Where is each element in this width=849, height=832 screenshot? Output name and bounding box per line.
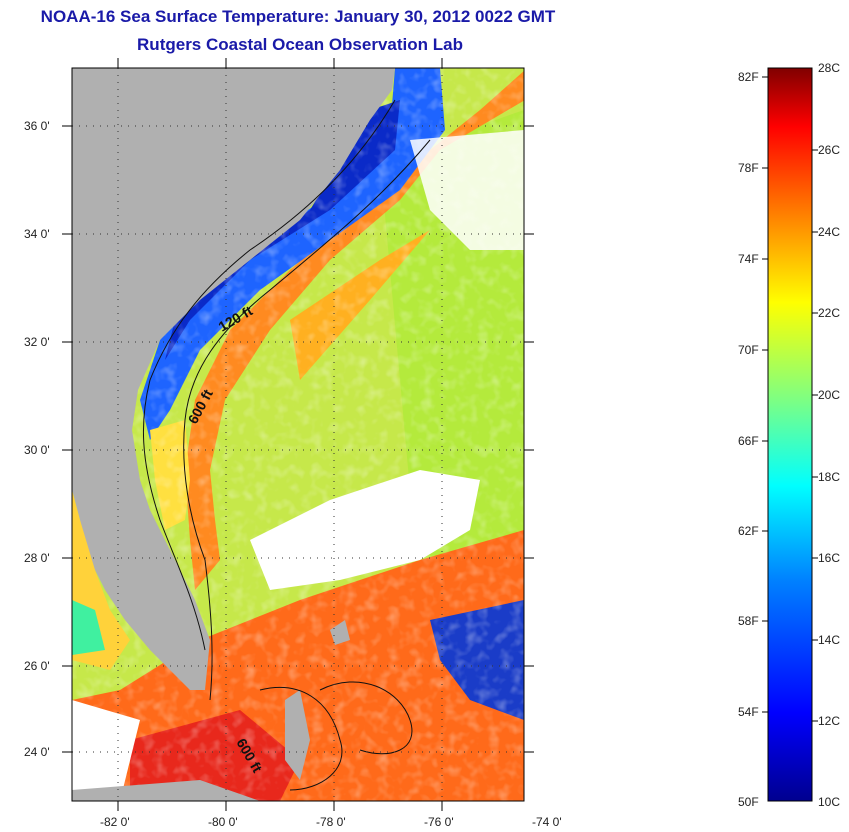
colorbar-c-24: 24C [818, 225, 840, 239]
lon-label-74: -74 0' [532, 815, 562, 829]
colorbar-f-70: 70F [738, 343, 759, 357]
colorbar-f-82: 82F [738, 70, 759, 84]
lon-label-80: -80 0' [208, 815, 238, 829]
map-frame [71, 67, 525, 802]
lon-label-78: -78 0' [316, 815, 346, 829]
colorbar-c-26: 26C [818, 143, 840, 157]
colorbar-f-54: 54F [738, 705, 759, 719]
colorbar: 82F 78F 74F 70F 66F 62F 58F 54F 50F 28C … [738, 61, 840, 809]
land-southeast-us [72, 68, 395, 690]
contour-120ft [142, 99, 396, 651]
colorbar-c-16: 16C [818, 551, 840, 565]
colorbar-f-50: 50F [738, 795, 759, 809]
colorbar-f-58: 58F [738, 614, 759, 628]
lat-label-28: 28 0' [24, 551, 50, 565]
map-panel [72, 68, 524, 801]
colorbar-c-18: 18C [818, 470, 840, 484]
lon-label-76: -76 0' [424, 815, 454, 829]
colorbar-c-14: 14C [818, 633, 840, 647]
land-bahamas-grand [330, 620, 350, 645]
colorbar-f-74: 74F [738, 252, 759, 266]
colorbar-f-78: 78F [738, 161, 759, 175]
lat-label-34: 34 0' [24, 227, 50, 241]
colorbar-c-20: 20C [818, 388, 840, 402]
colorbar-gradient [767, 67, 813, 802]
map-subtitle: Rutgers Coastal Ocean Observation Lab [137, 35, 463, 54]
contour-bahamas [259, 686, 343, 791]
lat-label-30: 30 0' [24, 443, 50, 457]
contour-600ft [183, 139, 431, 701]
lat-label-36: 36 0' [24, 119, 50, 133]
colorbar-ticks [762, 76, 818, 722]
contour-bahamas-2 [319, 681, 413, 755]
colorbar-f-66: 66F [738, 434, 759, 448]
map-title: NOAA-16 Sea Surface Temperature: January… [40, 7, 556, 26]
colorbar-c-22: 22C [818, 306, 840, 320]
land-bahamas-andros [285, 690, 310, 780]
lat-label-26: 26 0' [24, 659, 50, 673]
colorbar-c-28: 28C [818, 61, 840, 75]
colorbar-f-62: 62F [738, 524, 759, 538]
lon-label-82: -82 0' [100, 815, 130, 829]
land-cuba [72, 780, 260, 801]
colorbar-c-10: 10C [818, 795, 840, 809]
lat-label-24: 24 0' [24, 745, 50, 759]
lat-label-32: 32 0' [24, 335, 50, 349]
frame-ticks [62, 58, 534, 811]
gulf-coastal-water [72, 600, 105, 655]
colorbar-c-12: 12C [818, 714, 840, 728]
